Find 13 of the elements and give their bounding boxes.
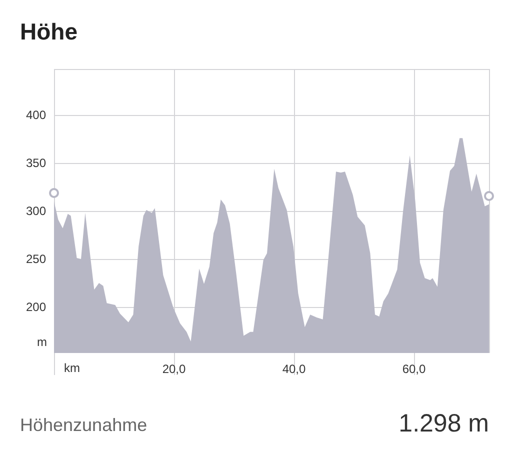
chart-title: Höhe (20, 18, 78, 44)
y-tick-label: 350 (26, 156, 46, 170)
x-tick-label: 40,0 (282, 362, 306, 376)
y-axis-title: m (37, 335, 47, 349)
x-tick-label: 60,0 (402, 362, 426, 376)
x-axis-title: km (64, 361, 80, 375)
y-tick-label: 250 (26, 252, 46, 266)
y-tick-label: 300 (26, 204, 46, 218)
y-tick-label: 400 (26, 108, 46, 122)
y-tick-label: 200 (26, 300, 46, 314)
text: Höhenzunahme (20, 415, 148, 435)
text: 1.298 m (398, 410, 490, 438)
x-tick-label: 20,0 (162, 362, 186, 376)
